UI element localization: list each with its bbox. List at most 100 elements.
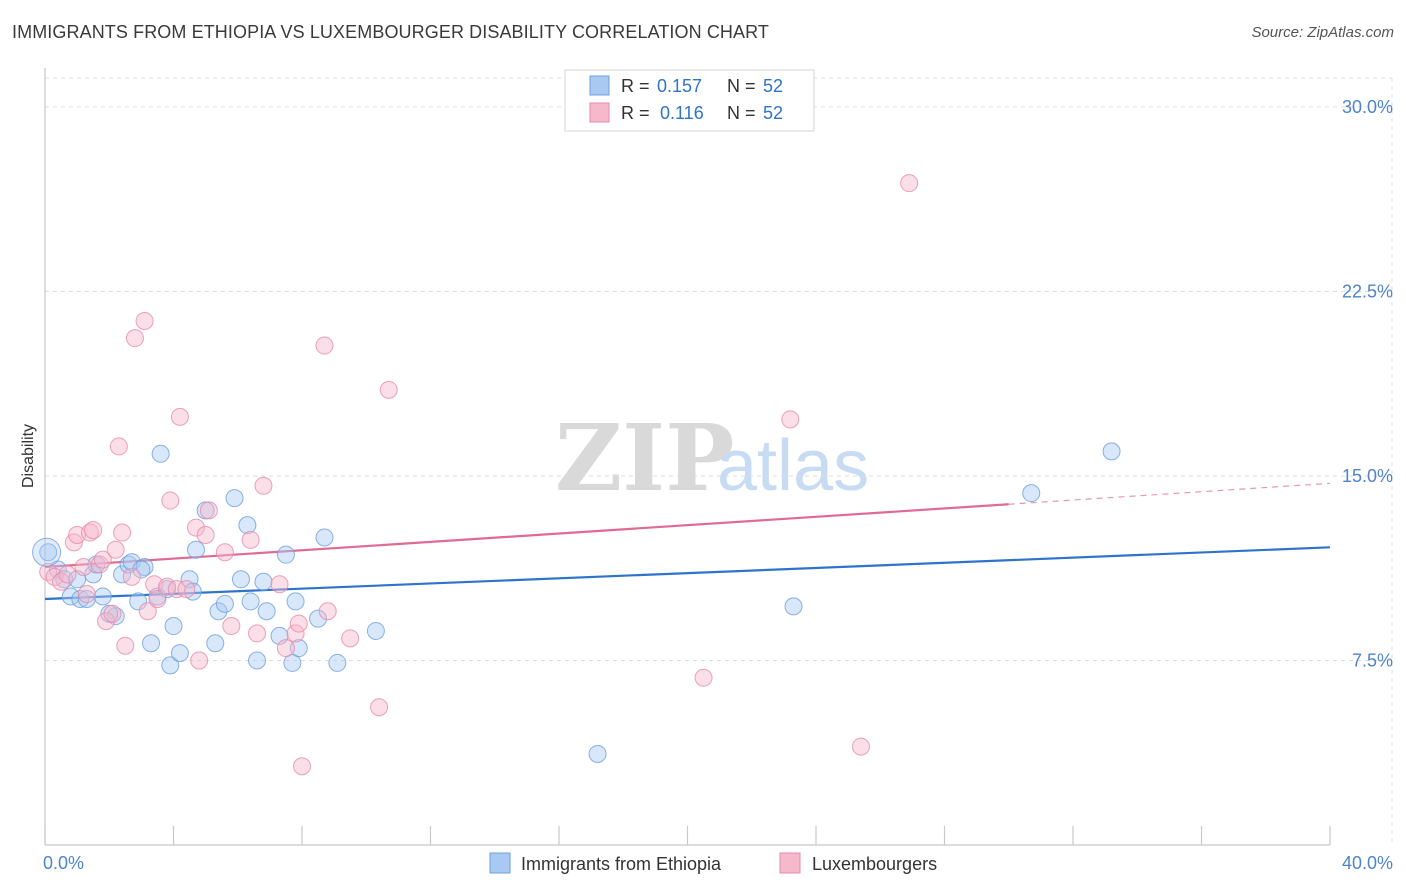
ethiopia-point <box>784 597 803 616</box>
luxembourger-point <box>286 624 305 643</box>
luxembourger-point <box>289 614 308 633</box>
ethiopia-point <box>135 557 154 576</box>
luxembourger-point <box>77 585 96 604</box>
watermark-atlas: atlas <box>717 426 869 506</box>
luxembourger-point <box>186 518 205 537</box>
chart-source: Source: ZipAtlas.com <box>1251 24 1394 41</box>
ethiopia-point <box>309 609 328 628</box>
ethiopia-point <box>315 528 334 547</box>
y-tick-label: 30.0% <box>1342 97 1393 117</box>
luxembourger-point <box>74 557 93 576</box>
luxembourger-point <box>215 543 234 562</box>
luxembourger-point <box>190 651 209 670</box>
ethiopia-point <box>241 592 260 611</box>
tick-labels: 7.5% 15.0% 22.5% 30.0% 0.0% 40.0% <box>43 97 1393 873</box>
ethiopia-point <box>151 444 170 463</box>
ethiopia-point <box>289 639 308 658</box>
luxembourger-point <box>125 329 144 348</box>
ethiopia-point <box>231 570 250 589</box>
ethiopia-point <box>77 589 96 608</box>
luxembourger-trend-line <box>44 503 1009 569</box>
legend-r-value-ethiopia: 0.157 <box>657 76 702 96</box>
luxembourger-point <box>93 550 112 569</box>
ethiopia-point <box>215 594 234 613</box>
luxembourger-point <box>103 604 122 623</box>
ethiopia-point-large <box>32 537 62 567</box>
luxembourger-trend-extension <box>1008 482 1331 505</box>
axes <box>44 68 1331 846</box>
ethiopia-point <box>248 651 267 670</box>
luxembourger-point <box>80 523 99 542</box>
luxembourger-point <box>97 612 116 631</box>
series-legend-swatch-ethiopia <box>489 852 511 874</box>
legend-swatch-luxembourgers <box>589 102 610 123</box>
data-points <box>32 174 1121 776</box>
ethiopia-point <box>276 545 295 564</box>
y-tick-label: 15.0% <box>1342 466 1393 486</box>
correlation-legend: R = 0.157 N = 52 R = 0.116 N = 52 <box>564 69 815 132</box>
ethiopia-point <box>161 656 180 675</box>
luxembourger-point <box>199 501 218 520</box>
luxembourger-point <box>694 668 713 687</box>
luxembourger-point <box>254 476 273 495</box>
legend-r-label-ethiopia: R = <box>621 76 650 96</box>
luxembourger-point <box>318 602 337 621</box>
series-legend-label-luxembourgers: Luxembourgers <box>812 854 937 874</box>
ethiopia-point <box>170 644 189 663</box>
ethiopia-point <box>206 634 225 653</box>
watermark-zip: ZIP <box>555 404 734 512</box>
luxembourger-point <box>52 572 71 591</box>
series-legend: Immigrants from Ethiopia Luxembourgers <box>489 852 937 874</box>
ethiopia-point <box>366 621 385 640</box>
ethiopia-point <box>286 592 305 611</box>
luxembourger-point <box>276 639 295 658</box>
luxembourger-point <box>161 491 180 510</box>
legend-n-value-ethiopia: 52 <box>763 76 783 96</box>
y-tick-label: 22.5% <box>1342 281 1393 301</box>
ethiopia-point <box>209 602 228 621</box>
y-axis-label: Disability <box>20 424 37 488</box>
ethiopia-point <box>142 634 161 653</box>
luxembourger-point <box>851 737 870 756</box>
ethiopia-point <box>328 653 347 672</box>
ethiopia-trend-line <box>44 546 1331 601</box>
luxembourger-point <box>148 589 167 608</box>
ethiopia-point <box>39 543 58 562</box>
ethiopia-point <box>225 489 244 508</box>
ethiopia-point <box>129 592 148 611</box>
ethiopia-point <box>1022 484 1041 503</box>
luxembourger-point <box>84 521 103 540</box>
ethiopia-point <box>164 617 183 636</box>
luxembourger-point <box>113 523 132 542</box>
luxembourger-point <box>177 580 196 599</box>
series-legend-label-ethiopia: Immigrants from Ethiopia <box>521 854 722 874</box>
luxembourger-point <box>196 526 215 544</box>
ethiopia-point <box>132 560 151 579</box>
luxembourger-point <box>379 380 398 399</box>
luxembourger-point <box>170 407 189 426</box>
luxembourger-point <box>293 757 311 776</box>
x-tick-label-max: 40.0% <box>1342 853 1393 873</box>
luxembourger-point <box>248 624 267 643</box>
luxembourger-point <box>222 617 241 636</box>
legend-r-label-luxembourgers: R = <box>621 103 650 123</box>
luxembourger-point <box>315 336 334 355</box>
x-tick-label-min: 0.0% <box>43 853 84 873</box>
luxembourger-point <box>58 565 77 584</box>
luxembourger-point <box>241 530 260 549</box>
ethiopia-point <box>186 540 205 559</box>
legend-swatch-ethiopia <box>589 75 610 96</box>
luxembourger-point <box>106 540 125 559</box>
ethiopia-point <box>93 587 112 606</box>
y-tick-label: 7.5% <box>1352 650 1393 670</box>
trend-lines <box>44 482 1331 601</box>
luxembourger-point <box>109 437 128 456</box>
ethiopia-point <box>588 744 607 763</box>
series-legend-swatch-luxembourgers <box>779 852 801 874</box>
luxembourger-point <box>122 567 141 586</box>
luxembourger-point <box>781 410 800 429</box>
legend-n-value-luxembourgers: 52 <box>763 103 783 123</box>
luxembourger-point <box>116 636 135 655</box>
luxembourger-point <box>167 580 186 599</box>
